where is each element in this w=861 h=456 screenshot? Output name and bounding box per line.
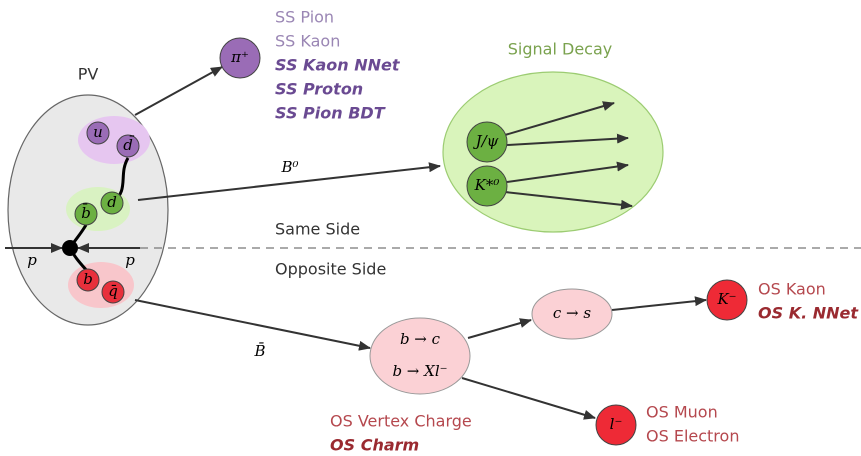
tagger: SS Kaon	[275, 32, 340, 51]
product-label: J/ψ	[473, 132, 499, 150]
quark-label: q̄	[108, 282, 118, 300]
side-label: Opposite Side	[275, 260, 386, 279]
tagger: OS Muon	[646, 403, 718, 422]
arrow	[504, 101, 615, 136]
meson-label: B̄	[253, 342, 265, 360]
arrow	[137, 162, 441, 201]
quark-label: b	[83, 270, 93, 288]
beam-label: p	[125, 251, 135, 269]
quark	[116, 134, 140, 158]
decay-label: b → c	[400, 330, 441, 348]
kaon-node	[706, 279, 748, 321]
pion-label: π⁺	[230, 48, 249, 66]
tagger: SS Pion BDT	[275, 104, 386, 123]
product-node	[466, 165, 508, 207]
tagger: OS K. NNet	[758, 304, 859, 323]
arrow	[611, 296, 707, 311]
arrow	[504, 191, 633, 210]
quark	[101, 280, 125, 304]
meson-label: B⁰	[280, 158, 298, 176]
signal-label: Signal Decay	[508, 40, 612, 59]
tagger: SS Kaon NNet	[275, 56, 401, 75]
tagger: OS Charm	[330, 436, 419, 455]
kaon-label: K⁻	[716, 290, 736, 308]
beam-label: p	[27, 251, 37, 269]
pion-node	[219, 37, 261, 79]
quark	[100, 191, 124, 215]
charm-label: c → s	[553, 304, 592, 322]
quark-label: d	[107, 193, 117, 211]
interaction-point	[62, 240, 78, 256]
lepton-node	[595, 404, 637, 446]
tagger: SS Pion	[275, 8, 334, 27]
decay-label: b → Xl⁻	[392, 362, 447, 380]
quark-label: b̄	[81, 204, 91, 222]
arrow	[461, 377, 596, 420]
arrow	[506, 161, 629, 183]
arrow	[134, 66, 223, 116]
quark-label: d̄	[123, 136, 134, 154]
ss-pair-blob	[78, 116, 150, 164]
product-node	[466, 121, 508, 163]
pv-label: PV	[78, 65, 99, 84]
tagger: OS Vertex Charge	[330, 412, 472, 431]
lepton-label: l⁻	[610, 415, 623, 433]
charm-node	[531, 288, 613, 340]
quark	[86, 121, 110, 145]
quark	[74, 202, 98, 226]
arrow	[506, 133, 629, 146]
arrow	[134, 299, 371, 351]
quark	[76, 268, 100, 292]
tagger: OS Kaon	[758, 280, 826, 299]
tagger: SS Proton	[275, 80, 363, 99]
side-label: Same Side	[275, 220, 360, 239]
arrow	[467, 318, 532, 339]
tagger: OS Electron	[646, 427, 739, 446]
decay-node	[369, 317, 471, 395]
quark-label: u	[93, 123, 103, 141]
product-label: K*⁰	[474, 176, 500, 194]
